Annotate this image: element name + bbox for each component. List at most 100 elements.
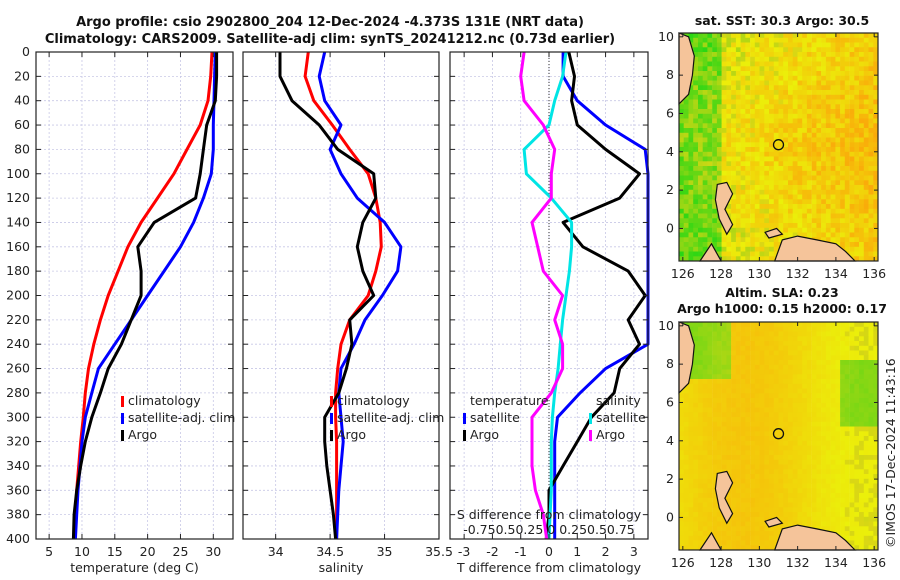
map-cell — [740, 232, 746, 238]
map-cell — [825, 369, 831, 375]
map-cell — [702, 426, 708, 432]
map-cell — [716, 531, 722, 536]
map-cell — [830, 440, 836, 446]
map-cell — [683, 502, 689, 508]
map-cell — [859, 71, 864, 76]
map-cell — [716, 374, 722, 380]
map-cell — [679, 213, 684, 219]
map-cell — [783, 407, 789, 413]
map-cell — [750, 445, 756, 451]
map-cell — [830, 208, 836, 214]
map-cell — [863, 540, 869, 546]
map-cell — [754, 412, 760, 418]
map-cell — [830, 204, 836, 209]
map-cell — [773, 99, 779, 105]
map-cell — [745, 128, 751, 133]
map-cell — [816, 455, 822, 460]
map-cell — [702, 94, 708, 100]
map-cell — [797, 47, 803, 53]
map-cell — [745, 156, 751, 162]
map-cell — [783, 507, 789, 513]
map-cell — [806, 232, 812, 238]
map-cell — [750, 369, 756, 375]
map-cell — [773, 507, 779, 513]
map-cell — [721, 175, 727, 181]
map-cell — [816, 445, 822, 451]
map-cell — [679, 417, 684, 422]
map-cell — [735, 232, 741, 238]
map-cell — [773, 242, 779, 247]
map-cell — [679, 535, 684, 541]
map-cell — [698, 256, 703, 262]
map-cell — [863, 170, 869, 176]
map-cell — [811, 94, 817, 100]
map-cell — [873, 393, 879, 399]
map-cell — [873, 90, 879, 95]
map-cell — [778, 80, 784, 86]
y-tick-label: 320 — [6, 434, 30, 449]
map-cell — [721, 80, 727, 86]
map-cell — [707, 421, 713, 427]
map-cell — [840, 156, 846, 162]
map-cell — [797, 412, 803, 418]
map-cell — [835, 56, 841, 62]
map-cell — [840, 440, 846, 446]
map-cell — [764, 383, 770, 389]
map-cell — [750, 350, 756, 356]
map-cell — [764, 412, 770, 418]
map-cell — [750, 531, 756, 536]
map-cell — [679, 540, 684, 546]
map-cell — [679, 436, 684, 441]
map-cell — [778, 123, 784, 129]
map-cell — [825, 61, 831, 67]
map-cell — [797, 493, 803, 498]
map-cell — [835, 156, 841, 162]
map-cell — [750, 218, 756, 224]
map-cell — [726, 526, 732, 532]
map-cell — [750, 469, 756, 475]
map-y-tick-label: 6 — [666, 105, 674, 120]
map-cell — [849, 123, 855, 129]
sla-map — [678, 321, 879, 551]
map-cell — [821, 223, 827, 228]
map-cell — [759, 516, 765, 522]
map-cell — [854, 180, 860, 186]
map-cell — [707, 132, 713, 138]
map-cell — [844, 94, 850, 100]
map-cell — [816, 497, 822, 503]
map-cell — [873, 218, 879, 224]
map-cell — [698, 459, 703, 465]
map-cell — [830, 180, 836, 186]
map-cell — [825, 379, 831, 384]
map-cell — [844, 426, 850, 432]
map-cell — [797, 497, 803, 503]
map-cell — [721, 326, 727, 332]
map-cell — [806, 431, 812, 437]
map-cell — [740, 104, 746, 110]
map-cell — [788, 71, 793, 76]
map-cell — [735, 502, 741, 508]
map-cell — [868, 322, 874, 327]
map-cell — [835, 393, 841, 399]
map-cell — [698, 379, 703, 384]
map-cell — [759, 483, 765, 489]
map-cell — [735, 326, 741, 332]
map-cell — [679, 478, 684, 484]
map-cell — [873, 33, 879, 38]
map-cell — [806, 208, 812, 214]
map-cell — [859, 445, 864, 451]
map-cell — [688, 497, 694, 503]
map-cell — [769, 450, 774, 456]
map-cell — [859, 488, 864, 494]
map-cell — [830, 113, 836, 119]
map-cell — [835, 364, 841, 370]
map-cell — [816, 90, 822, 95]
map-cell — [830, 42, 836, 48]
map-cell — [802, 232, 808, 238]
map-cell — [769, 123, 774, 129]
map-cell — [740, 331, 746, 337]
map-cell — [702, 109, 708, 114]
map-cell — [863, 488, 869, 494]
map-cell — [849, 350, 855, 356]
map-cell — [854, 341, 860, 346]
